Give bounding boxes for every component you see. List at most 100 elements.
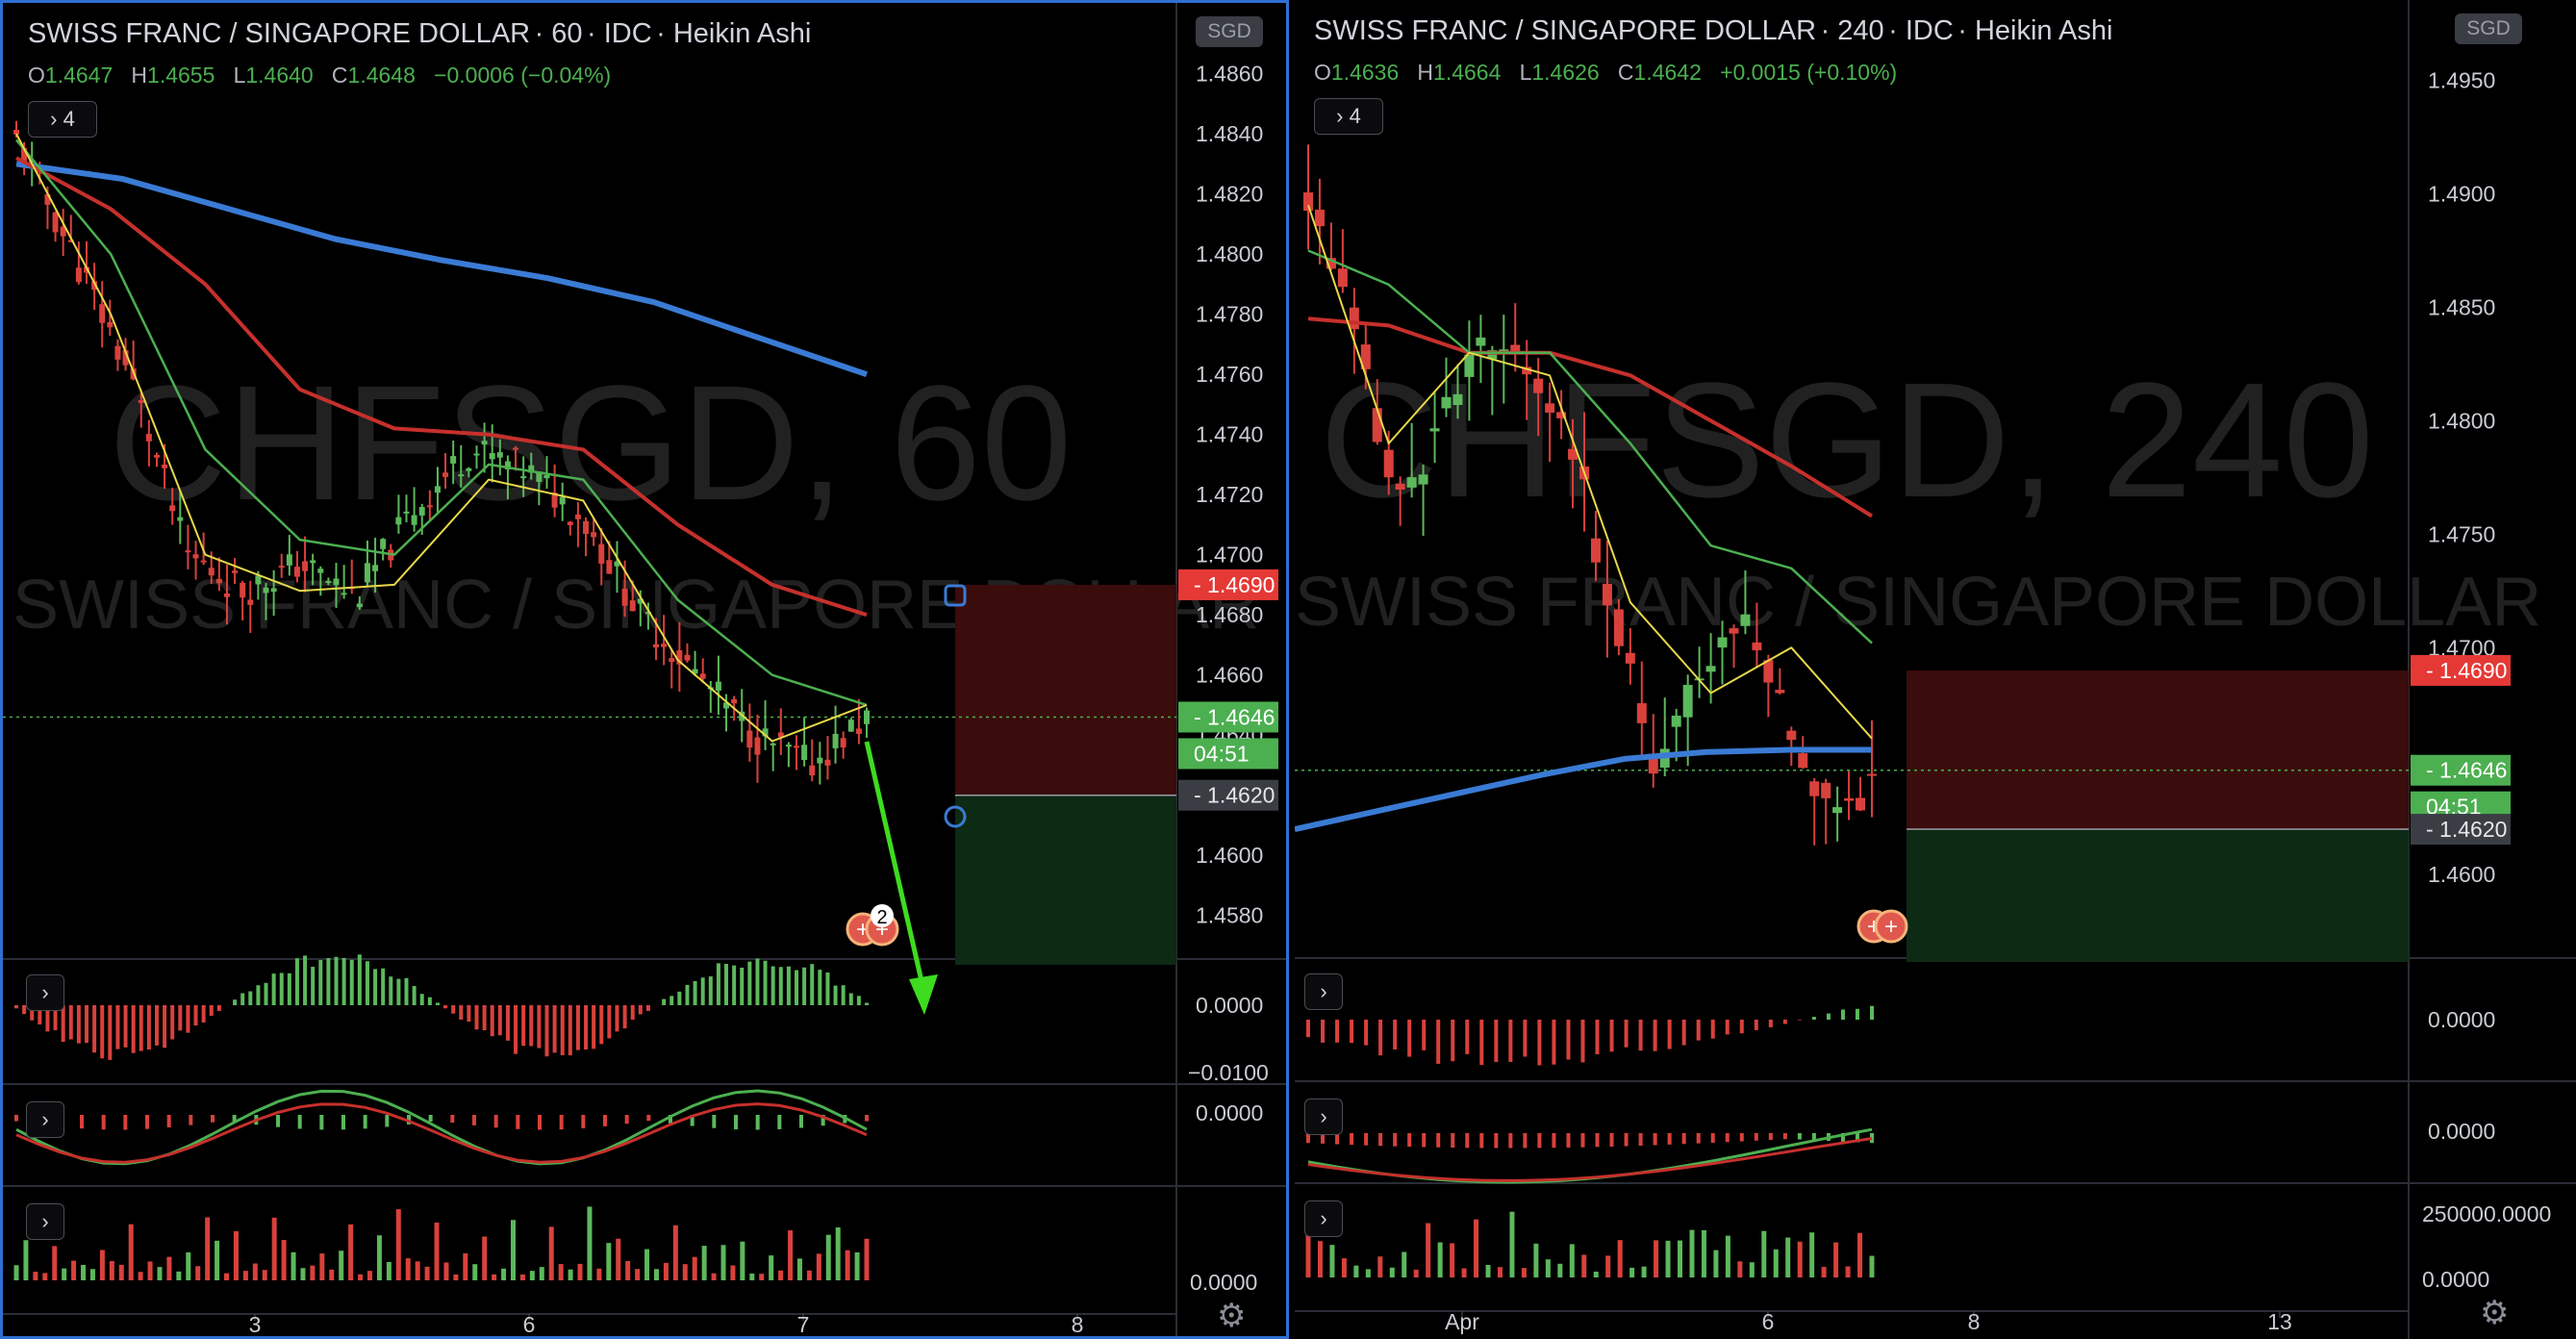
indicator-toggle-button[interactable]: › 4 (1314, 98, 1383, 135)
candle-body (270, 588, 277, 593)
volume-bar (1426, 1223, 1431, 1277)
volume-bar (644, 1249, 650, 1280)
chevron-right-icon: › (41, 980, 49, 1004)
pane-collapse-button[interactable]: › (26, 974, 64, 1011)
histogram-bar (396, 978, 401, 1005)
macd-line (15, 1089, 868, 1166)
candle-body (1636, 703, 1647, 723)
pane-collapse-button[interactable]: › (26, 1203, 64, 1240)
chart-pane-4h[interactable]: CHFSGD, 240 SWISS FRANC / SINGAPORE DOLL… (1295, 0, 2576, 1339)
histogram-bar (1681, 1020, 1686, 1046)
volume-bar (1654, 1240, 1659, 1277)
drawing-handle (944, 584, 967, 607)
histogram-bar (1422, 1020, 1427, 1050)
histogram-bar (747, 961, 752, 1005)
volume-bar (348, 1224, 354, 1280)
price-tick-label: 1.4750 (2428, 521, 2495, 546)
interval-label[interactable]: 240 (1837, 15, 1884, 46)
histogram-bar (472, 1115, 476, 1125)
candle-body (60, 226, 66, 237)
volume-bar (558, 1264, 564, 1280)
chart-pane-1h[interactable]: CHFSGD, 60 SWISS FRANC / SINGAPORE DOLLA… (0, 0, 1289, 1339)
candle-body (496, 452, 503, 458)
candle-body (855, 728, 862, 734)
time-tick-label: 13 (2267, 1309, 2292, 1334)
high-value: 1.4655 (147, 63, 215, 88)
chart-style-label[interactable]: Heikin Ashi (672, 18, 812, 49)
volume-bar (443, 1262, 449, 1280)
last-price-tag: - 1.4646 (1194, 704, 1275, 729)
candle-body (504, 461, 511, 470)
chart-canvas-1h[interactable]: 1.4860 1.4840 1.4820 1.4800 1.4780 1.4760 1.47… (3, 3, 1286, 1339)
histogram-bar (560, 1005, 565, 1055)
currency-badge: SGD (1196, 16, 1263, 47)
histogram-bar (451, 1005, 456, 1014)
candle-body (1856, 797, 1866, 811)
candle-body (255, 575, 262, 585)
histogram-bar (139, 1005, 143, 1051)
histogram-bar (755, 1115, 760, 1130)
symbol-title[interactable]: SWISS FRANC / SINGAPORE DOLLAR (28, 18, 531, 49)
chart-style-label[interactable]: Heikin Ashi (1974, 15, 2113, 46)
candle-body (29, 160, 36, 163)
candle-body (466, 467, 472, 471)
candle-body (715, 681, 721, 691)
chart-header: SWISS FRANC / SINGAPORE DOLLAR · 240 · I… (1314, 15, 2113, 46)
histogram-bar (1870, 1005, 1874, 1020)
volume-bar (415, 1261, 420, 1280)
histogram-bar (669, 1115, 672, 1124)
volume-bar (692, 1256, 697, 1280)
candle-body (1648, 753, 1658, 774)
stop-price-tag-bg (2411, 654, 2511, 686)
candle-body (644, 612, 651, 615)
histogram-bar (145, 1115, 149, 1129)
histogram-bar (450, 1115, 455, 1124)
histogram-bar (1855, 1008, 1859, 1020)
histogram-bar (734, 1115, 738, 1130)
symbol-title[interactable]: SWISS FRANC / SINGAPORE DOLLAR (1314, 15, 1817, 46)
pane-collapse-button[interactable]: › (1304, 1099, 1343, 1135)
candle-body (614, 561, 620, 567)
settings-gear-icon[interactable]: ⚙ (2480, 1295, 2510, 1331)
indicator-toggle-button[interactable]: › 4 (28, 101, 97, 138)
volume-bar (186, 1251, 191, 1280)
chart-canvas-4h[interactable]: 1.49501.49001.48501.48001.47501.47001.46… (1295, 0, 2576, 1339)
histogram-bar (209, 1005, 214, 1016)
histogram-bar (1537, 1020, 1542, 1066)
histogram-bar (68, 1005, 73, 1040)
candle-body (1556, 412, 1567, 418)
histogram-bar (14, 1115, 18, 1122)
histogram-bar (1782, 1133, 1787, 1140)
histogram-bar (1754, 1020, 1758, 1030)
histogram-bar (146, 1005, 151, 1050)
settings-gear-icon[interactable]: ⚙ (1217, 1298, 1247, 1334)
pane-collapse-button[interactable]: › (1304, 1200, 1343, 1237)
histogram-bar (1667, 1020, 1672, 1049)
interval-label[interactable]: 60 (551, 18, 583, 49)
osc1-tick-label: 0.0000 (2428, 1007, 2495, 1032)
volume-bar (730, 1265, 736, 1280)
histogram-bar (763, 960, 768, 1005)
histogram-bar (630, 1005, 635, 1021)
histogram-bar (1436, 1020, 1441, 1064)
candle-body (1740, 614, 1751, 626)
pane-collapse-button[interactable]: › (26, 1101, 64, 1138)
histogram-bar (100, 1005, 105, 1059)
price-tick-label: 1.4680 (1196, 602, 1263, 627)
histogram-bar (1754, 1133, 1758, 1141)
pane-collapse-button[interactable]: › (1304, 973, 1343, 1010)
candle-body (450, 456, 457, 464)
histogram-bar (248, 991, 253, 1005)
chevron-right-icon: › (50, 107, 58, 131)
histogram-bar (1378, 1020, 1383, 1056)
volume-bar (329, 1269, 335, 1280)
volume-bar (1857, 1232, 1863, 1277)
candle-body (1705, 666, 1716, 672)
histogram-bar (690, 1115, 695, 1126)
drawing-handle (944, 805, 967, 828)
candle-body (489, 453, 495, 460)
volume-tick-label: 250000.0000 (2422, 1201, 2551, 1226)
candle-body (559, 496, 566, 505)
histogram-bar (514, 1005, 518, 1054)
candle-body (847, 720, 854, 732)
